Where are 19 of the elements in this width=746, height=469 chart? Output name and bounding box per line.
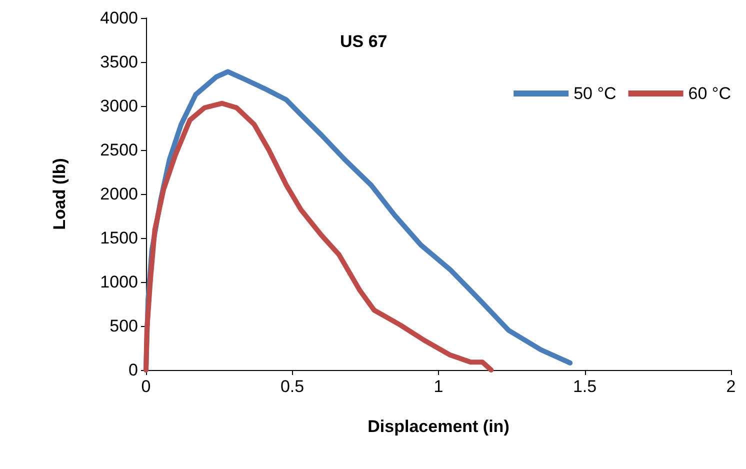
legend-label: 50 °C — [574, 84, 616, 103]
y-tick-label: 2500 — [100, 140, 138, 160]
y-tick-label: 1500 — [100, 228, 138, 248]
x-tick-label: 1 — [434, 377, 444, 396]
y-tick-label: 3500 — [100, 52, 138, 72]
y-tick-label: 4000 — [100, 8, 138, 28]
legend-label: 60 °C — [688, 84, 732, 103]
y-axis-title: Load (lb) — [50, 158, 69, 230]
y-tick-label: 0 — [128, 360, 138, 380]
y-tick-label: 3000 — [100, 96, 138, 116]
y-tick-label: 1000 — [100, 272, 138, 292]
y-tick-label: 2000 — [100, 184, 138, 204]
x-tick-label: 1.5 — [572, 377, 597, 396]
x-axis-title: Displacement (in) — [368, 417, 510, 436]
x-tick-label: 2 — [726, 377, 736, 396]
x-tick-label: 0 — [141, 377, 151, 396]
y-tick-label: 500 — [110, 316, 138, 336]
text: US 67 — [340, 32, 388, 51]
x-tick-label: 0.5 — [280, 377, 304, 396]
